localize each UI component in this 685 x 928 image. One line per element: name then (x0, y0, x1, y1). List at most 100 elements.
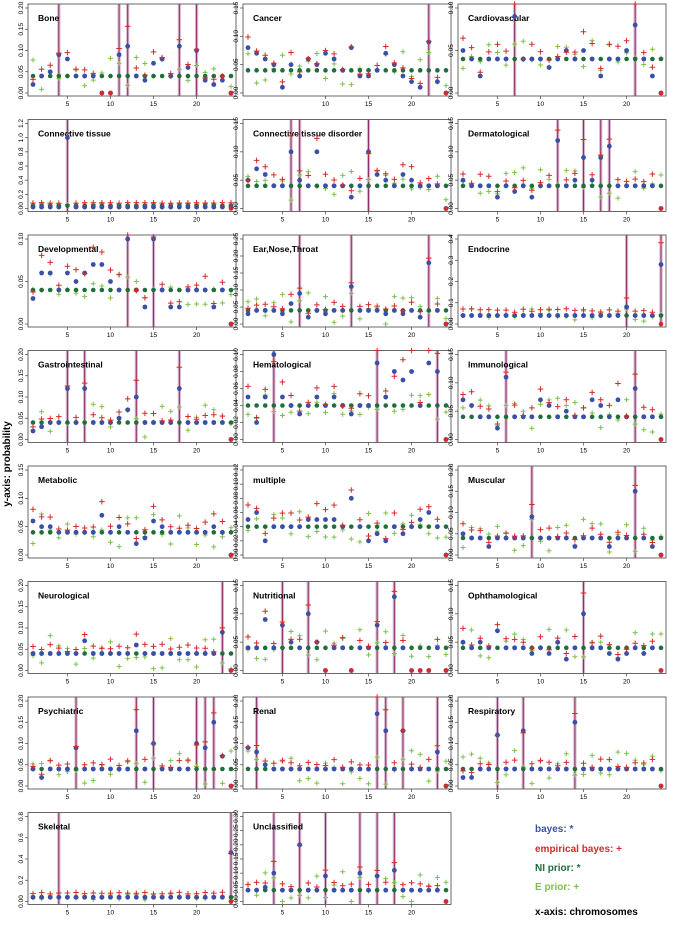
empirical-bayes-point (572, 536, 578, 543)
x-tick-label: 20 (623, 794, 631, 801)
x-tick-label: 15 (365, 217, 373, 224)
e-prior-point (219, 780, 225, 786)
x-tick-label: 5 (66, 332, 70, 339)
empirical-bayes-point (408, 75, 415, 82)
empirical-bayes-point (494, 41, 501, 48)
bayes-point (331, 517, 337, 522)
ni-prior-point (615, 645, 621, 651)
empirical-bayes-point (245, 502, 251, 508)
empirical-bayes-point (486, 173, 492, 180)
x-tick-label: 15 (365, 448, 373, 455)
empirical-bayes-point (408, 299, 415, 305)
panel-title: Neurological (38, 591, 89, 601)
e-prior-point (443, 534, 449, 540)
empirical-bayes-point (219, 625, 226, 631)
empirical-bayes-point (228, 850, 234, 857)
bayes-point (589, 535, 595, 541)
e-prior-point (409, 748, 415, 754)
empirical-bayes-point (142, 294, 148, 301)
y-tick-label: 0.00 (448, 202, 455, 215)
bayes-point (47, 69, 53, 75)
e-prior-point (469, 627, 475, 633)
x-tick-label: 5 (496, 794, 500, 801)
empirical-bayes-point (589, 389, 595, 396)
bayes-point (469, 535, 475, 541)
panel-frame (457, 465, 667, 559)
x-tick-label: 20 (623, 101, 631, 108)
empirical-bayes-point (529, 760, 535, 767)
empirical-bayes-point (116, 643, 122, 650)
empirical-bayes-point (374, 618, 380, 625)
bayes-point (116, 651, 122, 656)
ni-prior-point (383, 183, 389, 189)
empirical-bayes-point (468, 642, 475, 648)
empirical-bayes-point (494, 732, 501, 739)
empirical-bayes-point (649, 539, 656, 546)
e-prior-point (90, 401, 96, 407)
y-tick-label: 0.4 (18, 854, 25, 863)
empirical-bayes-point (348, 881, 355, 887)
empirical-bayes-zero (658, 783, 664, 789)
bayes-point (73, 529, 79, 535)
ni-prior-point (82, 651, 87, 656)
ni-prior-point (323, 524, 328, 529)
bayes-point (331, 183, 337, 189)
bayes-point (30, 82, 36, 87)
empirical-bayes-point (322, 47, 329, 54)
bayes-point (546, 313, 552, 318)
empirical-bayes-point (460, 520, 466, 527)
e-prior-point (331, 191, 337, 197)
panel-frame (457, 234, 667, 328)
ni-prior-point (314, 403, 320, 408)
e-prior-point (512, 748, 518, 754)
x-tick-label: 20 (193, 217, 201, 224)
legend-empirical-bayes: empirical bayes: + (535, 844, 622, 855)
empirical-bayes-point (253, 48, 260, 54)
e-prior-point (340, 411, 346, 417)
panel-frame (242, 465, 452, 559)
e-prior-point (133, 515, 139, 521)
panel-multiple: 0.000.020.040.060.080.100.125 10 15 20multi… (233, 463, 452, 570)
bayes-point (125, 236, 131, 242)
bayes-point (280, 183, 285, 189)
bayes-point (512, 414, 518, 420)
bayes-point (529, 651, 535, 656)
empirical-bayes-zero (443, 90, 449, 96)
bayes-point (391, 308, 397, 313)
empirical-bayes-point (210, 300, 217, 307)
ni-prior-point (658, 183, 664, 189)
bayes-point (546, 65, 552, 70)
empirical-bayes-point (133, 706, 140, 713)
y-tick-label: 0.15 (18, 463, 25, 476)
y-tick-label: 0.00 (233, 86, 240, 99)
y-tick-label: 0.25 (233, 824, 240, 837)
ni-prior-point (108, 287, 113, 293)
empirical-bayes-point (124, 199, 131, 206)
bayes-point (503, 183, 509, 189)
empirical-bayes-point (253, 414, 260, 421)
bayes-point (56, 287, 62, 293)
bayes-point (555, 414, 561, 420)
bayes-point (262, 56, 268, 62)
empirical-bayes-point (30, 506, 36, 513)
panel-title: Bone (38, 13, 60, 23)
ni-prior-point (460, 535, 466, 541)
empirical-bayes-point (322, 401, 329, 408)
panel-title: Connective tissue disorder (253, 129, 363, 139)
empirical-bayes-point (503, 635, 509, 642)
empirical-bayes-point (262, 758, 269, 764)
e-prior-point (348, 899, 354, 904)
ni-prior-point (254, 68, 259, 73)
y-tick-label: 0.08 (233, 365, 240, 378)
empirical-bayes-point (305, 759, 312, 766)
empirical-bayes-zero (443, 668, 449, 673)
empirical-bayes-zero (228, 90, 234, 96)
empirical-bayes-point (314, 761, 320, 768)
y-tick-label: 0.15 (448, 348, 455, 361)
ni-prior-point (392, 403, 397, 408)
empirical-bayes-point (107, 199, 114, 206)
e-prior-point (159, 403, 165, 409)
empirical-bayes-point (537, 48, 544, 55)
ni-prior-point (228, 420, 234, 425)
